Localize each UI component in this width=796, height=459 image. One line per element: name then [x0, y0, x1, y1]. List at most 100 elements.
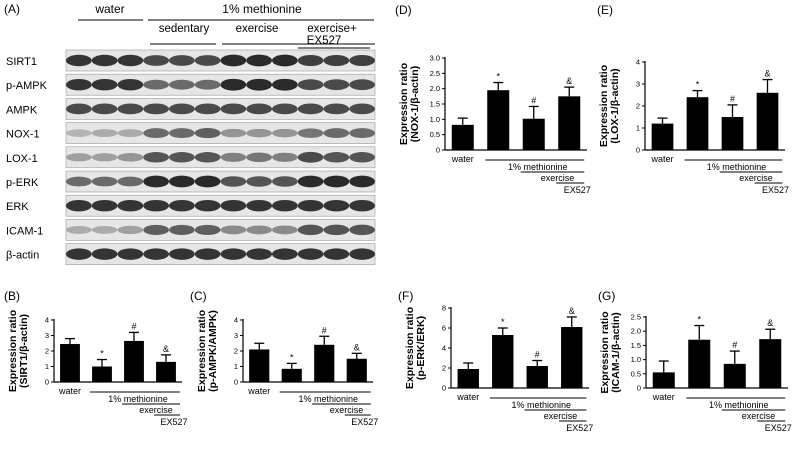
blot-band [143, 175, 169, 188]
blot-band [272, 78, 298, 91]
blot-band [220, 78, 247, 91]
blot-band [117, 78, 144, 91]
panel-letter-a: (A) [4, 2, 20, 16]
chart-f: (F) Expression ratio (p-ERK/ERK) 0 2 4 6 8 * # & wa… [398, 289, 593, 433]
y-tick-label: 2.0 [631, 327, 641, 336]
y-tick-label: 2.0 [430, 84, 440, 93]
blot-band [117, 54, 144, 67]
y-tick-label: 0 [442, 384, 446, 393]
x-category-water: water [456, 392, 479, 402]
x-category-ex527: EX527 [566, 423, 593, 433]
y-tick-label: 1 [234, 362, 238, 371]
blot-band [323, 224, 350, 236]
y-axis-label-unit: (SIRT1/β-actin) [18, 314, 30, 388]
blot-band [246, 225, 272, 235]
bar [561, 327, 583, 388]
x-category-methionine: 1% methionine [508, 162, 568, 172]
bar [721, 117, 744, 150]
blot-band [246, 152, 272, 163]
blot-band [143, 224, 169, 235]
blot-band [246, 78, 272, 91]
blot-band [220, 225, 247, 235]
blot-band [323, 128, 350, 139]
blot-band [246, 199, 272, 212]
blot-band [349, 152, 375, 163]
blot-band [323, 54, 350, 67]
x-category-ex527: EX527 [762, 185, 789, 195]
x-category-water: water [58, 386, 81, 396]
blot-row-label: β-actin [6, 250, 39, 262]
blot-band [91, 78, 118, 91]
blot-band [349, 79, 375, 91]
y-tick-label: 6 [442, 324, 446, 333]
y-tick-label: 1.0 [430, 115, 440, 124]
blot-band [272, 103, 298, 115]
significance-marker: * [697, 315, 701, 325]
bar [457, 369, 479, 388]
y-tick-label: 3 [234, 331, 238, 340]
blot-band [66, 103, 92, 115]
blot-band [117, 129, 144, 138]
x-category-ex527: EX527 [160, 417, 187, 427]
y-axis-label-unit: (p-ERK/ERK) [415, 316, 427, 380]
bar [249, 349, 270, 382]
blot-band [169, 128, 195, 139]
blot-band [297, 224, 324, 236]
blot-band [297, 248, 324, 260]
blot-band [220, 103, 247, 115]
blot-row-label: LOX-1 [6, 153, 38, 165]
y-tick-label: 0 [45, 378, 49, 387]
x-category-methionine: 1% methionine [707, 162, 767, 172]
y-tick-label: 1 [45, 362, 49, 371]
y-axis-label: Expression ratio [7, 310, 19, 392]
blot-band [91, 129, 118, 138]
y-tick-label: 2.5 [631, 313, 641, 322]
blot-band [194, 103, 221, 115]
blot-band [66, 153, 92, 162]
x-category-methionine: 1% methionine [709, 400, 769, 410]
blot-band [272, 54, 298, 67]
blot-band [194, 79, 221, 90]
blot-band [297, 175, 324, 188]
x-category-ex527: EX527 [351, 417, 378, 427]
x-category-exercise: exercise [541, 173, 575, 183]
bar [492, 335, 514, 388]
blot-band [169, 224, 195, 235]
blot-band [323, 103, 350, 115]
blot-band [297, 128, 324, 138]
blot-row-label: SIRT1 [6, 56, 37, 68]
blot-band [297, 79, 324, 91]
y-tick-label: 0.5 [430, 130, 440, 139]
y-tick-label: 4 [442, 344, 446, 353]
y-tick-label: 4 [45, 316, 49, 325]
blot-band [220, 152, 247, 162]
significance-marker: # [732, 340, 737, 350]
blot-band [66, 129, 92, 137]
significance-marker: * [290, 352, 294, 362]
y-tick-label: 8 [442, 304, 446, 313]
blot-band [143, 152, 169, 163]
chart-panel-letter: (G) [598, 289, 615, 303]
x-category-ex527: EX527 [765, 423, 792, 433]
blot-band [194, 128, 221, 139]
blot-band [66, 54, 92, 67]
blot-band [169, 175, 195, 188]
blot-band [272, 225, 298, 235]
x-category-water: water [650, 154, 673, 164]
blot-row-label: p-ERK [6, 177, 39, 189]
significance-marker: & [767, 318, 773, 328]
blot-band [323, 175, 350, 188]
significance-marker: # [730, 94, 735, 104]
x-category-water: water [451, 154, 474, 164]
blot-band [246, 54, 272, 67]
blot-row-label: ERK [6, 201, 29, 213]
bar [60, 344, 80, 382]
blot-band [143, 55, 169, 66]
blot-band [349, 224, 375, 236]
blot-band [143, 79, 169, 90]
blot-sub-exercise-ex527-line2: EX527 [307, 35, 342, 47]
bar [723, 363, 746, 388]
blot-band [169, 79, 195, 90]
bar [92, 366, 112, 382]
blot-band [349, 248, 375, 260]
